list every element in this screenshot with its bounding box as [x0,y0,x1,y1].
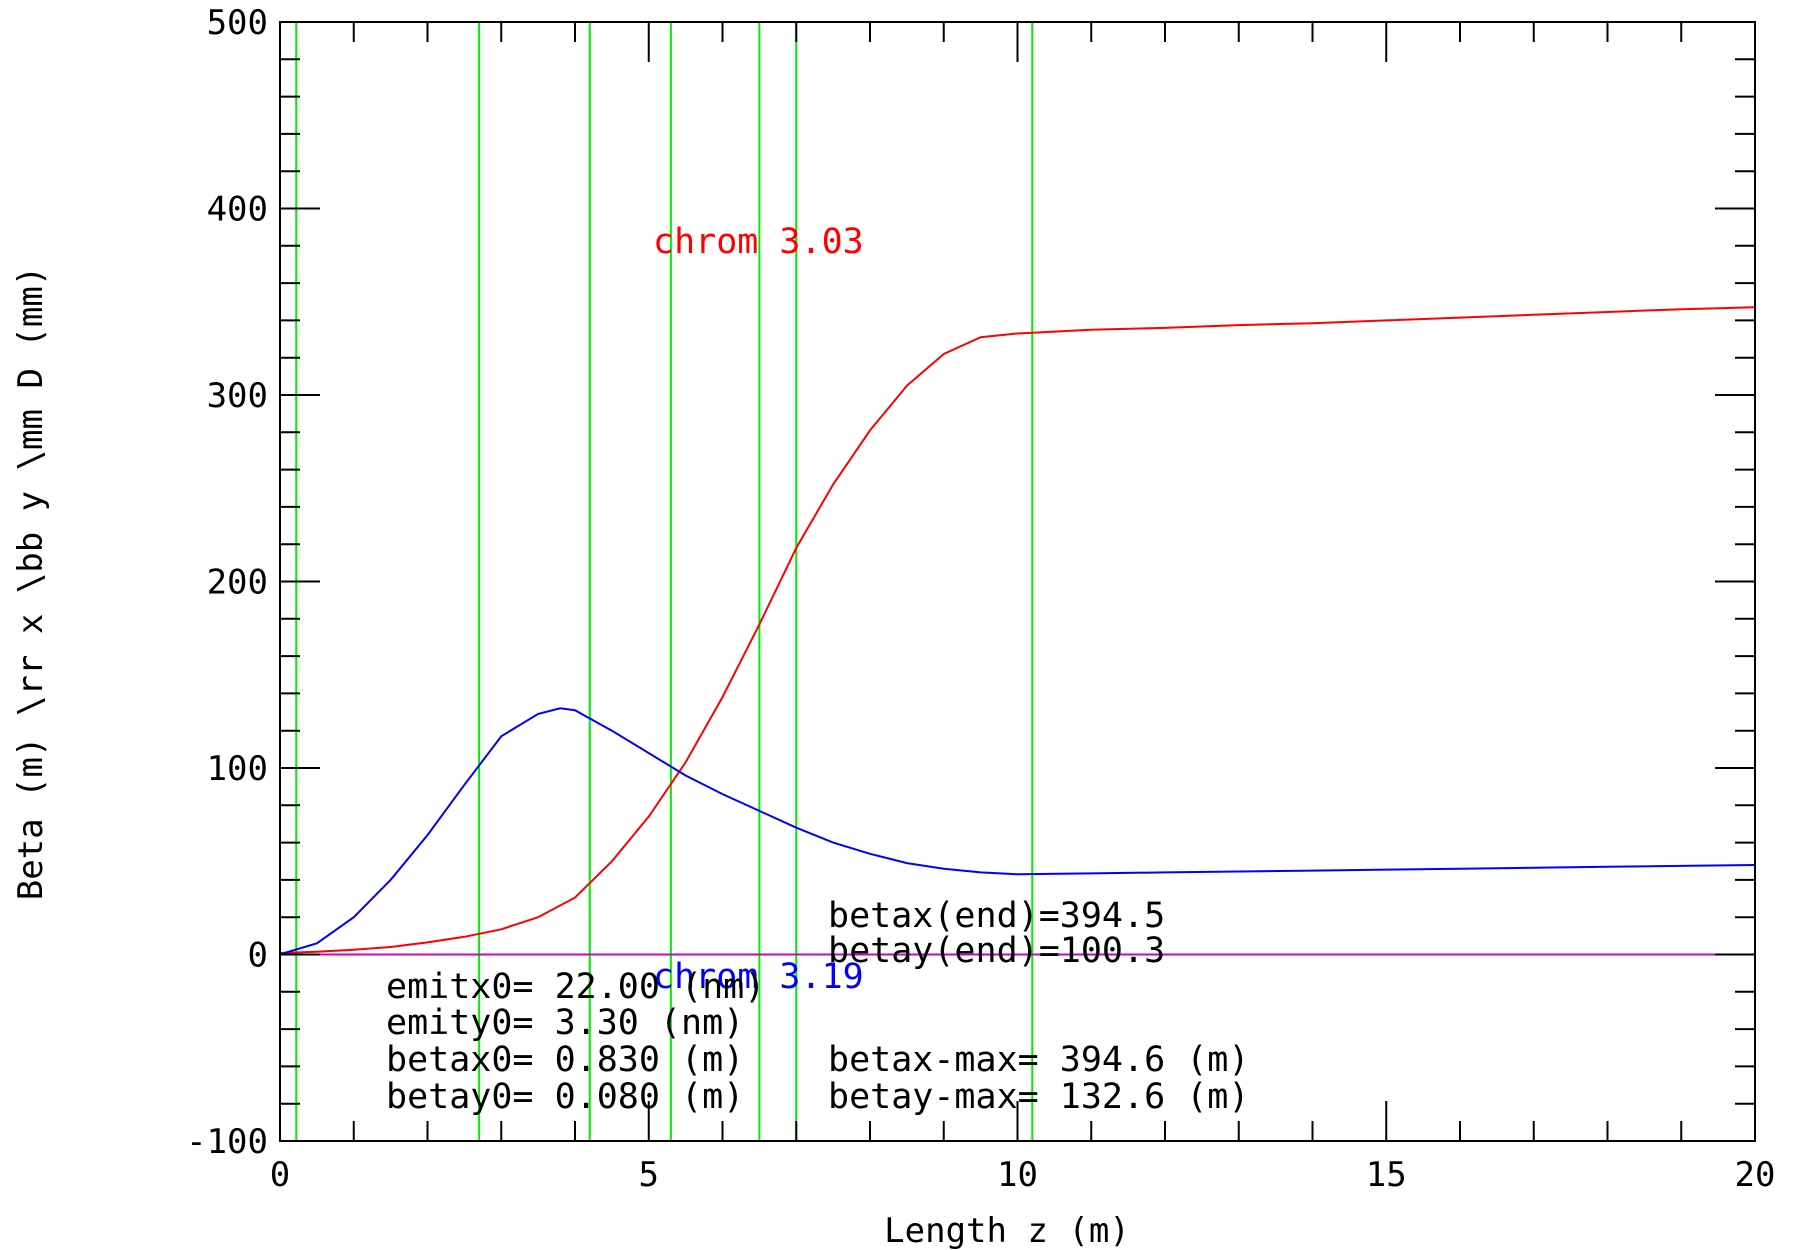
element-markers [295,22,1034,1141]
betay-end-annotation: betay(end)=100.3 [828,931,1165,971]
x-tick-label: 10 [997,1155,1038,1195]
y-tick-label: 200 [207,563,268,603]
y-axis-label: Beta (m) \rr x \bb y \mm D (mm) [11,266,51,901]
x-tick-label: 20 [1735,1155,1776,1195]
series-line-1 [279,707,1756,956]
y-tick-label: 400 [207,190,268,230]
emitx0-annotation: emitx0= 22.00 (nm) [386,967,765,1007]
y-tick-label: 100 [207,749,268,789]
y-tick-label: 300 [207,376,268,416]
emity0-annotation: emity0= 3.30 (nm) [386,1003,744,1043]
betay0-annotation: betay0= 0.080 (m) [386,1077,744,1117]
x-tick-label: 0 [270,1155,290,1195]
axis-ticks [279,21,1756,1142]
chromaticity-x-annotation: chrom 3.03 [653,222,864,262]
betay-max-annotation: betay-max= 132.6 (m) [828,1077,1249,1117]
y-tick-label: 500 [207,3,268,43]
y-tick-label: -100 [186,1122,268,1162]
x-tick-label: 5 [639,1155,659,1195]
series-lines [279,306,1756,956]
y-tick-label: 0 [248,936,268,976]
betax-max-annotation: betax-max= 394.6 (m) [828,1040,1249,1080]
x-tick-label: 15 [1366,1155,1407,1195]
betax-end-annotation: betax(end)=394.5 [828,896,1165,936]
x-axis-label: Length z (m) [884,1211,1130,1250]
betax0-annotation: betax0= 0.830 (m) [386,1040,744,1080]
chromaticity-y-annotation: chrom 3.19 [653,957,864,997]
series-line-0 [279,306,1756,954]
